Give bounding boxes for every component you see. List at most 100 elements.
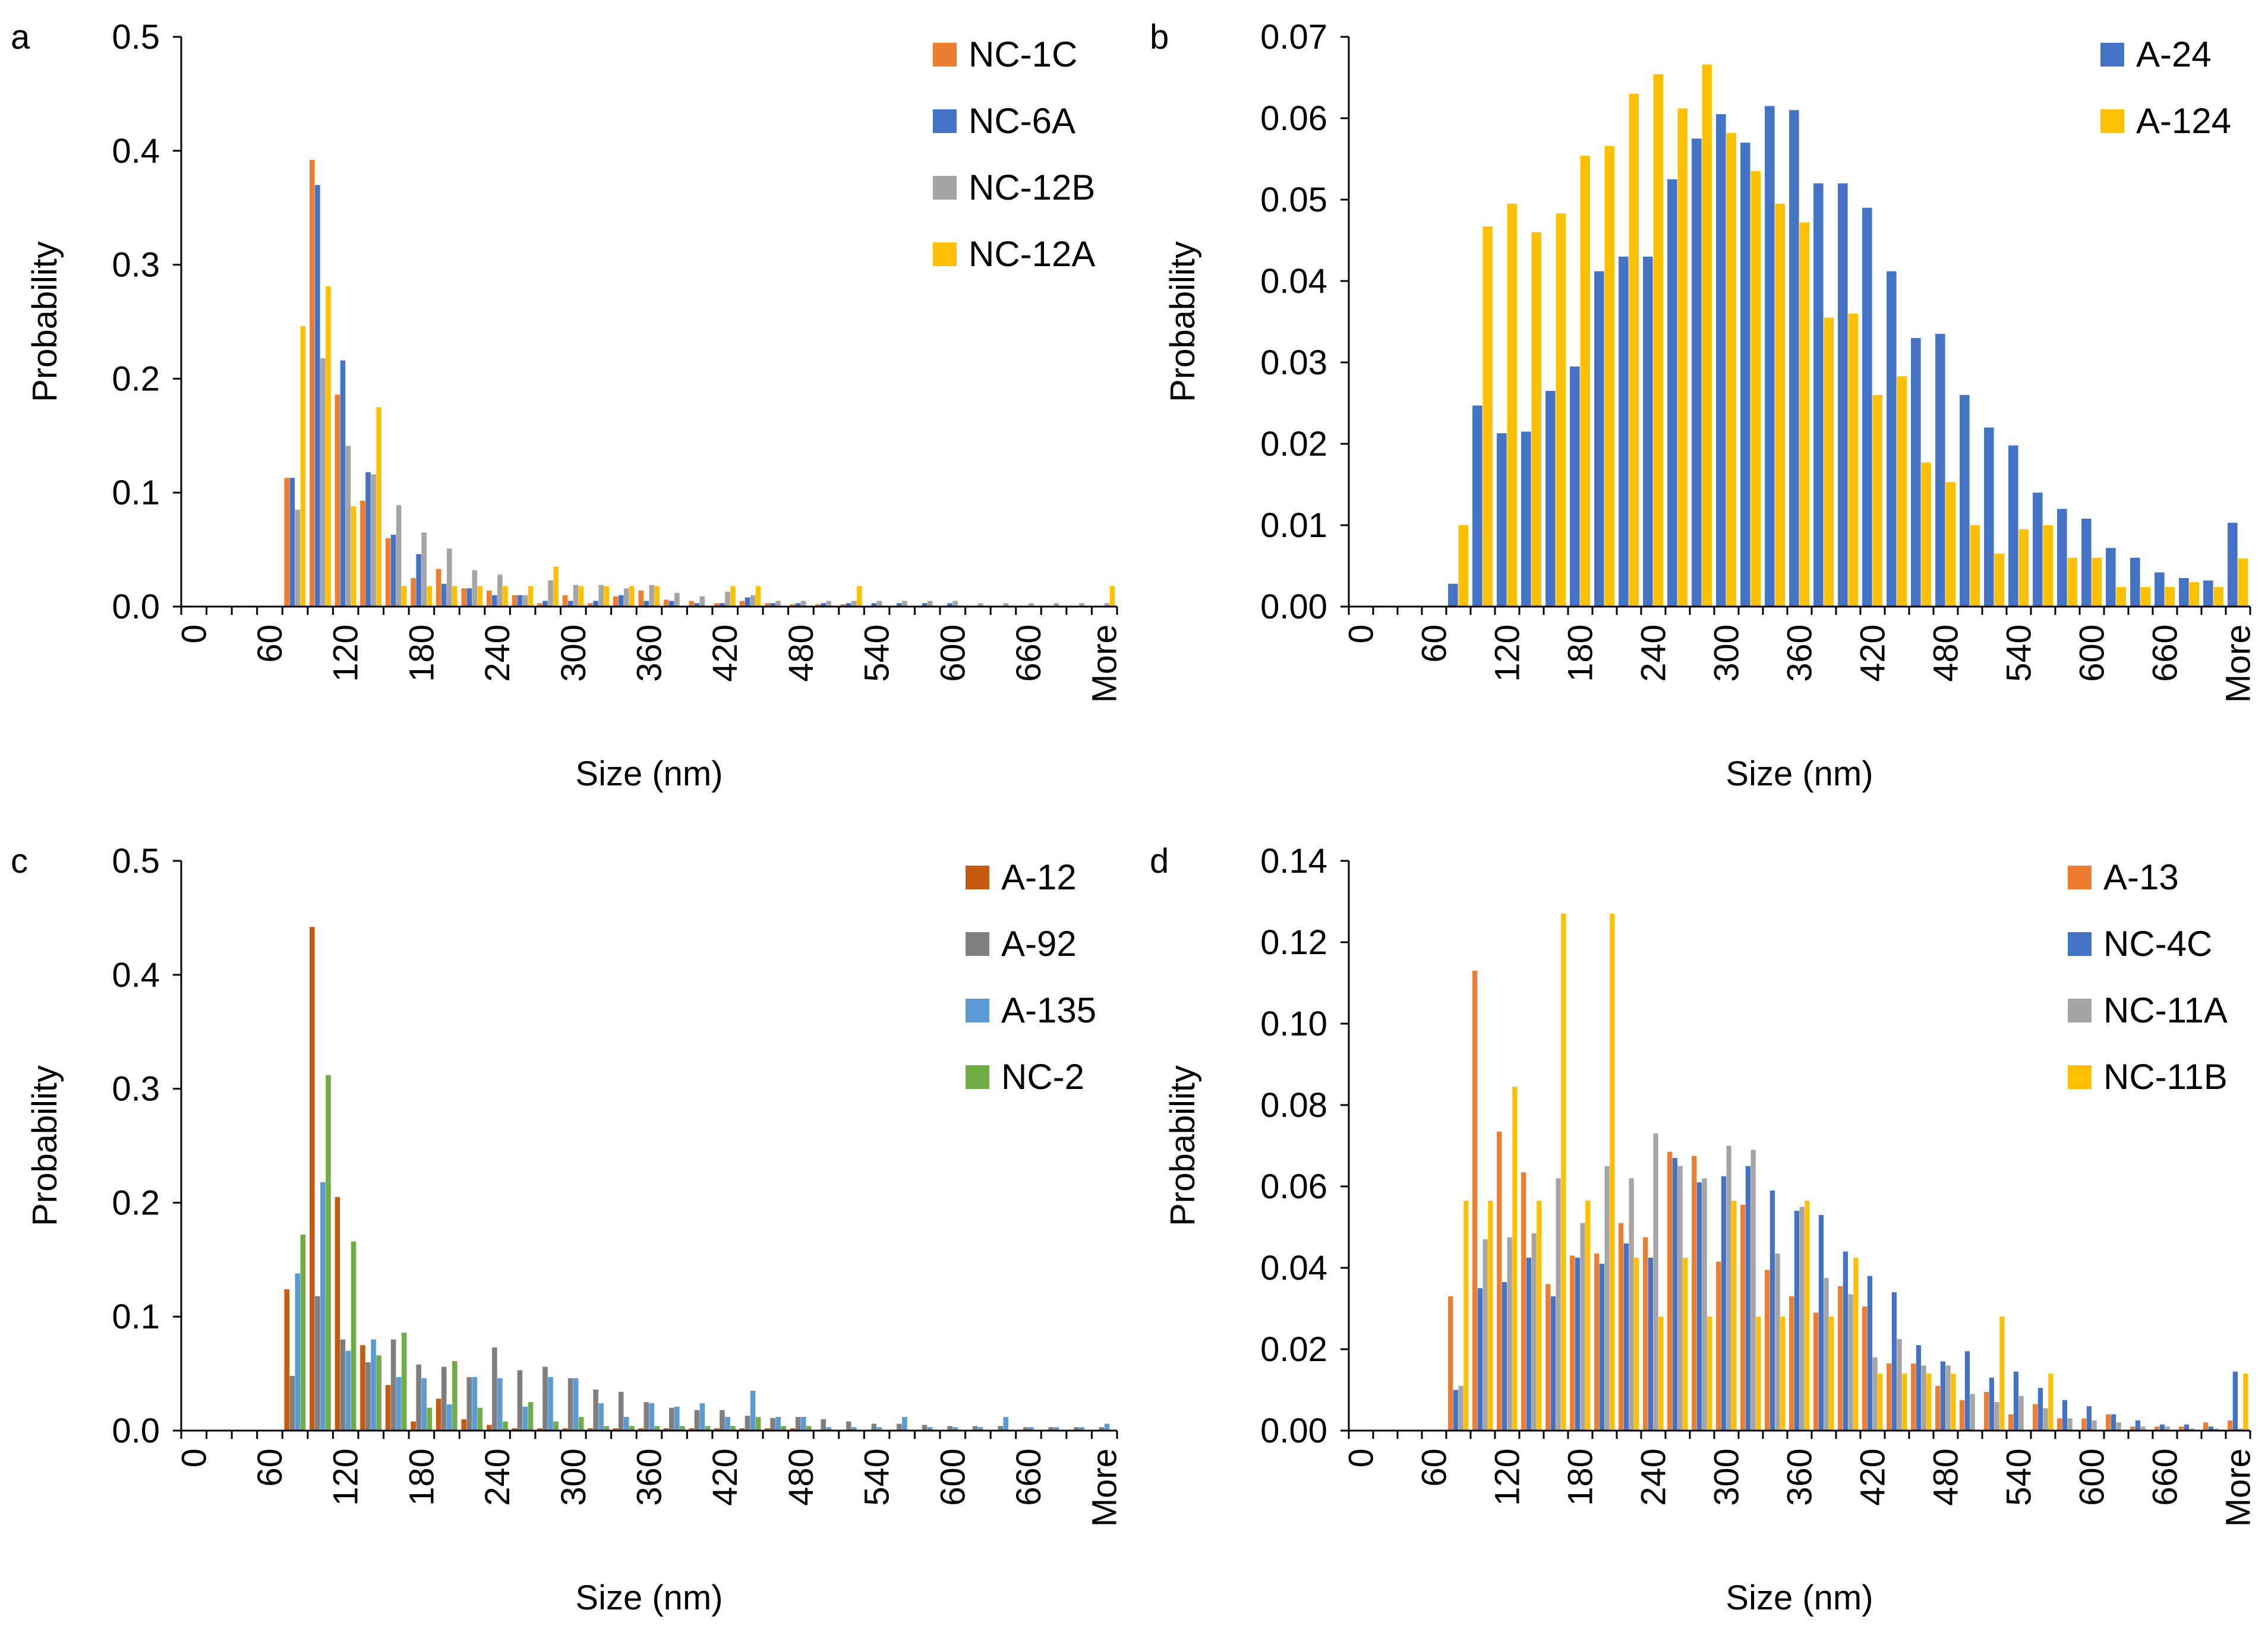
bar	[436, 1399, 441, 1431]
bar	[1872, 1357, 1878, 1431]
bar	[562, 1428, 568, 1431]
bar	[1999, 1317, 2005, 1431]
bar	[897, 1423, 902, 1431]
bar	[1667, 1151, 1673, 1431]
bar	[1472, 970, 1478, 1431]
legend-label: A-12	[1001, 857, 1077, 897]
bar	[1887, 1363, 1892, 1431]
bar	[750, 1390, 756, 1431]
series-NC-4C	[1453, 1158, 2238, 1431]
x-tick-label: 240	[1635, 1448, 1673, 1506]
bar	[826, 1427, 832, 1431]
bar	[522, 595, 528, 607]
bar	[573, 585, 579, 607]
y-tick-label: 0.5	[112, 842, 160, 880]
bar	[436, 569, 441, 607]
bar	[1756, 1317, 1761, 1431]
bar	[2008, 1414, 2014, 1431]
bar	[300, 326, 306, 607]
series-NC-12A	[300, 286, 1115, 607]
bar	[2159, 1424, 2165, 1431]
bar	[578, 1416, 584, 1431]
bar	[1838, 183, 1848, 607]
x-tick-label: 480	[782, 1448, 821, 1506]
bar	[604, 1426, 609, 1431]
y-tick-label: 0.3	[112, 246, 160, 285]
bar	[396, 1377, 402, 1431]
bar	[351, 506, 357, 607]
bar	[578, 586, 584, 607]
bar	[795, 1416, 801, 1431]
bar	[1053, 603, 1059, 607]
bar	[952, 1427, 958, 1431]
x-tick-label: 300	[1708, 1448, 1746, 1506]
bar	[2116, 1422, 2121, 1431]
bar	[512, 1428, 518, 1431]
bar	[295, 1273, 301, 1431]
y-tick-label: 0.04	[1260, 262, 1327, 301]
bar	[2081, 519, 2092, 607]
series-NC-6A	[289, 185, 952, 607]
bar	[2135, 1420, 2141, 1431]
x-tick-label: 240	[478, 624, 517, 682]
legend-label: A-24	[2136, 34, 2212, 74]
x-tick-label: 660	[2146, 624, 2185, 682]
bar	[2238, 1428, 2243, 1431]
panel-label: c	[11, 842, 28, 880]
bar	[1838, 1286, 1843, 1431]
bar	[1945, 482, 1956, 607]
panel-label: b	[1150, 18, 1169, 56]
bar	[553, 1421, 559, 1431]
bar	[654, 586, 660, 607]
x-tick-label: 480	[1927, 624, 1966, 682]
bar	[2155, 1426, 2160, 1431]
bar	[663, 599, 669, 607]
bar	[2057, 1418, 2062, 1431]
bar	[2067, 1418, 2073, 1431]
x-tick-label: More	[2219, 1448, 2258, 1527]
bar	[1104, 1423, 1110, 1431]
bar	[699, 596, 705, 607]
bar	[1570, 1255, 1575, 1431]
bar	[553, 566, 559, 607]
bar	[2057, 509, 2067, 607]
bar	[2062, 1400, 2068, 1431]
bar	[1970, 525, 1980, 607]
bar	[315, 185, 320, 607]
bar	[1940, 1361, 1946, 1431]
bar	[781, 1426, 786, 1431]
bar	[492, 1347, 497, 1431]
bar	[1648, 1257, 1654, 1431]
bar	[416, 1364, 421, 1431]
bar	[1561, 914, 1566, 1431]
bar	[477, 586, 483, 607]
bar	[790, 604, 796, 607]
bar	[1507, 1237, 1512, 1431]
bar	[1848, 1294, 1853, 1431]
bar	[427, 1407, 433, 1431]
bar	[2043, 1408, 2048, 1431]
bar	[588, 603, 593, 607]
bar	[1545, 390, 1556, 607]
legend-label: NC-6A	[969, 101, 1075, 141]
bar	[1472, 405, 1482, 607]
bar	[840, 604, 846, 607]
bar	[927, 1427, 933, 1431]
bar	[1653, 74, 1664, 607]
bar	[1911, 337, 1921, 607]
bar	[1862, 207, 1872, 607]
bar	[411, 1421, 416, 1431]
bar	[1683, 1257, 1688, 1431]
bar	[1789, 110, 1799, 607]
bar	[1745, 1166, 1751, 1431]
bar	[300, 1235, 306, 1431]
bar	[1531, 1233, 1537, 1431]
bar	[573, 1378, 579, 1431]
bar	[927, 601, 933, 607]
y-tick-label: 0.1	[112, 1298, 160, 1336]
bar	[461, 1419, 467, 1431]
bar	[775, 1416, 781, 1431]
bar	[2179, 1426, 2184, 1431]
y-tick-label: 0.05	[1260, 181, 1327, 219]
bar	[2130, 1426, 2135, 1431]
